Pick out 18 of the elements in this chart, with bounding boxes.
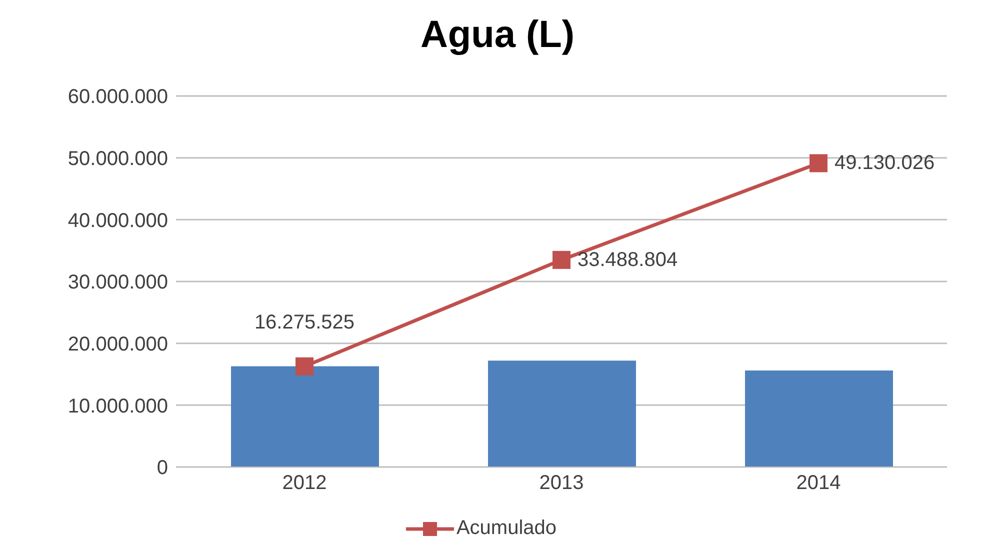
y-tick-label: 60.000.000 <box>68 86 168 108</box>
data-label: 33.488.804 <box>578 248 678 271</box>
point <box>810 154 828 172</box>
x-tick-label: 2012 <box>282 472 327 494</box>
point <box>296 357 314 376</box>
y-tick-label: 50.000.000 <box>68 148 168 170</box>
point <box>552 250 570 269</box>
y-tick-label: 10.000.000 <box>68 395 168 418</box>
x-tick-label: 2014 <box>796 472 841 494</box>
y-tick-label: 20.000.000 <box>68 333 168 356</box>
y-tick-label: 40.000.000 <box>68 210 168 232</box>
data-label: 49.130.026 <box>834 152 935 174</box>
data-label: 16.275.525 <box>254 311 355 334</box>
y-tick-label: 0 <box>156 457 168 480</box>
legend-label: Acumulado <box>455 517 557 540</box>
x-tick-label: 2013 <box>539 472 584 494</box>
y-tick-label: 30.000.000 <box>68 272 168 294</box>
chart-title: Agua (L) <box>419 13 576 58</box>
